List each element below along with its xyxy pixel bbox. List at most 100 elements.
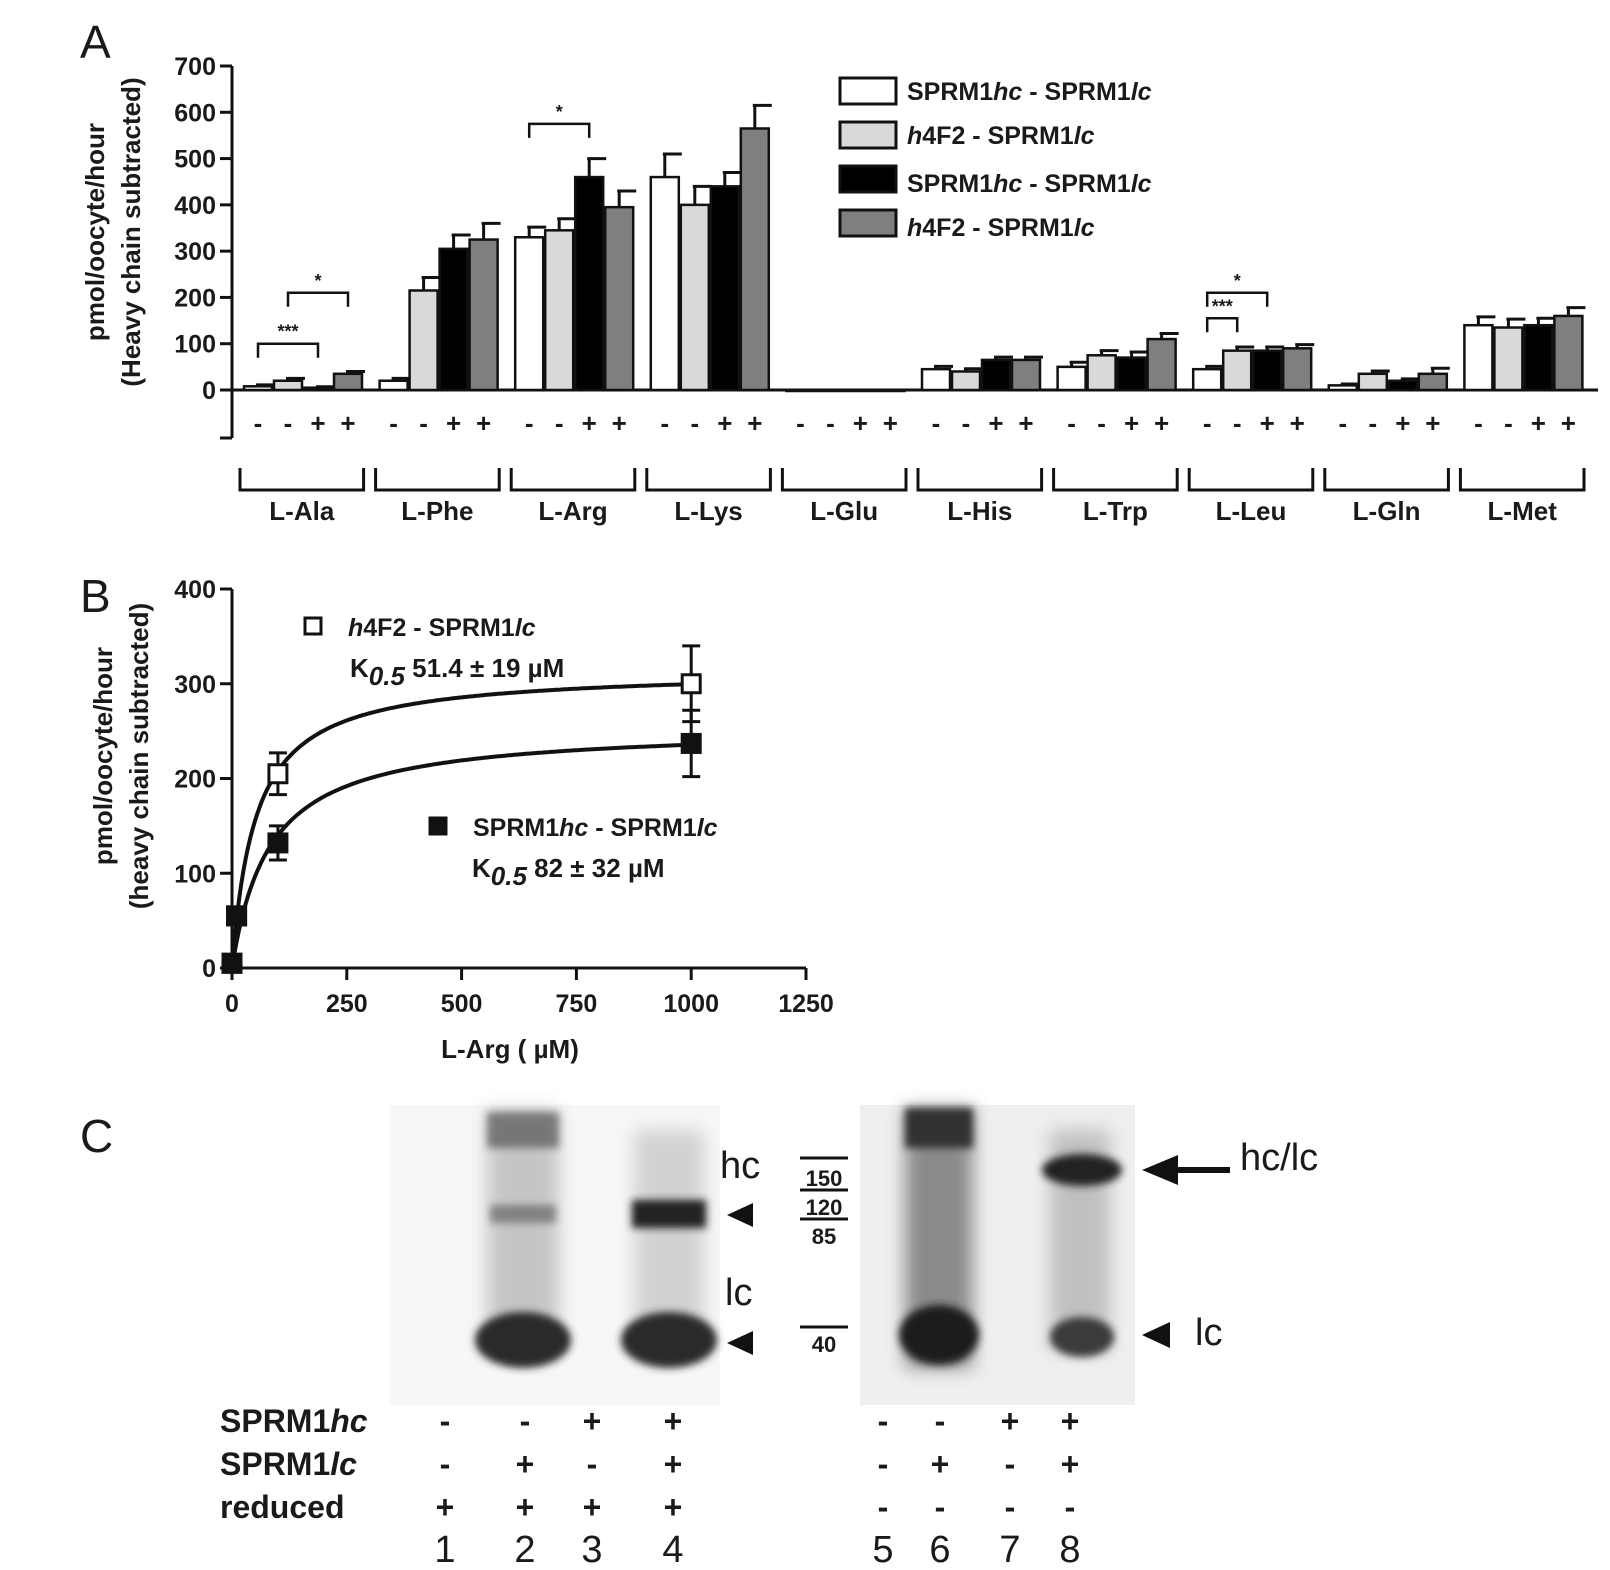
gel-lane-number: 4 bbox=[662, 1529, 683, 1570]
panel-a-bar bbox=[543, 229, 575, 392]
panel-b-x-tick-label: 1250 bbox=[778, 990, 834, 1018]
gel-lane-number: 2 bbox=[514, 1529, 535, 1570]
panel-a-bar bbox=[1493, 326, 1524, 392]
panel-b-point bbox=[226, 905, 248, 927]
gel-label-hclc: hc/lc bbox=[1240, 1137, 1318, 1179]
panel-a-bar bbox=[1523, 323, 1554, 392]
panel-a-category-bracket bbox=[1187, 468, 1315, 492]
panel-a-category-bracket bbox=[916, 468, 1044, 492]
panel-a-condition-label: + bbox=[1124, 408, 1139, 438]
panel-b-x-tick-label: 500 bbox=[441, 990, 483, 1018]
panel-b-series-name: h4F2 - SPRM1lc bbox=[348, 614, 536, 642]
panel-a-bar bbox=[1086, 354, 1117, 392]
panel-b-k-value: K0.5 82 ± 32 µM bbox=[472, 853, 665, 891]
panel-a-category-bracket bbox=[374, 468, 501, 492]
gel-row-label: SPRM1lc bbox=[220, 1446, 357, 1482]
panel-b-x-tick-label: 1000 bbox=[663, 990, 719, 1018]
panel-a-condition-label: - bbox=[1097, 408, 1106, 438]
panel-a-category-bracket bbox=[780, 468, 908, 492]
panel-a-bar bbox=[242, 385, 274, 392]
panel-a-bar bbox=[950, 370, 982, 392]
mw-marker-150: 150 bbox=[806, 1166, 843, 1191]
panel-a-ylabel: pmol/oocyte/hour bbox=[80, 123, 110, 341]
panel-a-bar bbox=[573, 175, 605, 392]
panel-b-series-name-part: lc bbox=[697, 814, 718, 842]
panel-a-bar bbox=[438, 247, 469, 392]
panel-a-legend-label-part: h bbox=[907, 214, 922, 242]
panel-b-y-tick-label: 100 bbox=[174, 860, 216, 888]
gel-condition-value: - bbox=[878, 1489, 889, 1525]
panel-a-bar bbox=[649, 175, 681, 392]
panel-a-condition-label: + bbox=[612, 408, 627, 438]
panel-a-bar bbox=[815, 388, 846, 393]
panel-a-bar bbox=[739, 127, 771, 392]
gel-condition-value: + bbox=[1001, 1403, 1020, 1439]
panel-a-condition-label: - bbox=[1203, 408, 1212, 438]
panel-a-condition-label: + bbox=[582, 408, 597, 438]
gel-label-lc-right: lc bbox=[1195, 1312, 1222, 1354]
gel-condition-value: - bbox=[1005, 1446, 1016, 1482]
panel-b-point bbox=[267, 832, 289, 854]
panel-a-condition-label: - bbox=[1067, 408, 1076, 438]
panel-b-legend-marker bbox=[428, 816, 448, 836]
panel-a-condition-label: - bbox=[1368, 408, 1377, 438]
panel-b-series-name-part: SPRM1 bbox=[473, 814, 559, 842]
panel-b-point bbox=[680, 732, 702, 754]
panel-a-bar bbox=[1327, 384, 1359, 392]
panel-a-significance-label: * bbox=[314, 271, 321, 291]
gel-image-right bbox=[860, 1105, 1135, 1405]
panel-a-y-tick-label: 500 bbox=[174, 146, 216, 174]
gel-condition-value: + bbox=[1061, 1403, 1080, 1439]
panel-b-k-value: K0.5 51.4 ± 19 µM bbox=[350, 653, 564, 691]
panel-a-condition-label: - bbox=[660, 408, 669, 438]
panel-a-category-bracket bbox=[645, 468, 772, 492]
gel-row-label: reduced bbox=[220, 1489, 344, 1525]
panel-b-k-value-part: 51.4 ± 19 µM bbox=[405, 653, 564, 683]
panel-a-condition-label: + bbox=[1018, 408, 1033, 438]
panel-a-condition-label: - bbox=[826, 408, 835, 438]
panel-a-y-tick-label: 400 bbox=[174, 192, 216, 220]
panel-a-condition-label: - bbox=[690, 408, 699, 438]
panel-a-bar bbox=[1116, 356, 1147, 392]
gel-condition-value: - bbox=[1065, 1489, 1076, 1525]
panel-a-category-label: L-Phe bbox=[401, 496, 473, 526]
panel-a-bar bbox=[272, 379, 304, 392]
panel-a-condition-label: - bbox=[962, 408, 971, 438]
panel-a-legend-label-part: SPRM1 bbox=[907, 170, 993, 198]
panel-a-bar bbox=[679, 203, 711, 392]
panel-a-bar bbox=[1221, 349, 1253, 392]
panel-b-k-value-part: K bbox=[350, 653, 369, 683]
gel-row-label: SPRM1hc bbox=[220, 1403, 368, 1439]
gel-lane-number: 6 bbox=[929, 1529, 950, 1570]
panel-b-series-name-part: - SPRM1 bbox=[588, 814, 696, 842]
panel-a-y-tick-label: 600 bbox=[174, 99, 216, 127]
panel-a-bar bbox=[1146, 337, 1177, 392]
panel-a-condition-label: + bbox=[1290, 408, 1305, 438]
panel-a-bar bbox=[875, 388, 906, 393]
panel-a-legend-label-part: h bbox=[907, 122, 922, 150]
panel-a-category-label: L-Met bbox=[1488, 496, 1558, 526]
panel-a-category-label: L-His bbox=[947, 496, 1012, 526]
panel-a-legend-label-part: lc bbox=[1131, 170, 1152, 198]
gel-condition-value: - bbox=[440, 1446, 451, 1482]
gel-condition-value: + bbox=[436, 1489, 455, 1525]
gel-condition-value: - bbox=[1005, 1489, 1016, 1525]
panel-b-y-tick-label: 200 bbox=[174, 766, 216, 794]
gel-condition-value: + bbox=[583, 1489, 602, 1525]
panel-a-bar bbox=[1387, 379, 1419, 392]
panel-a-legend-label-part: - SPRM1 bbox=[1022, 170, 1130, 198]
panel-a-significance-label: *** bbox=[277, 322, 298, 342]
panel-a-y-tick-label: 300 bbox=[174, 238, 216, 266]
panel-a-condition-label: + bbox=[476, 408, 491, 438]
panel-a-condition-label: + bbox=[1425, 408, 1440, 438]
panel-a-condition-label: + bbox=[1154, 408, 1169, 438]
panel-a-condition-label: - bbox=[555, 408, 564, 438]
panel-a-y-tick-label: 0 bbox=[202, 377, 216, 405]
panel-a-bar bbox=[378, 379, 409, 392]
panel-b-point bbox=[221, 952, 243, 974]
panel-a-legend-label-part: hc bbox=[993, 78, 1022, 106]
panel-a-category-bracket bbox=[509, 468, 637, 492]
panel-a-legend-label: h4F2 - SPRM1lc bbox=[907, 122, 1095, 150]
panel-a-legend-swatch bbox=[838, 76, 898, 106]
